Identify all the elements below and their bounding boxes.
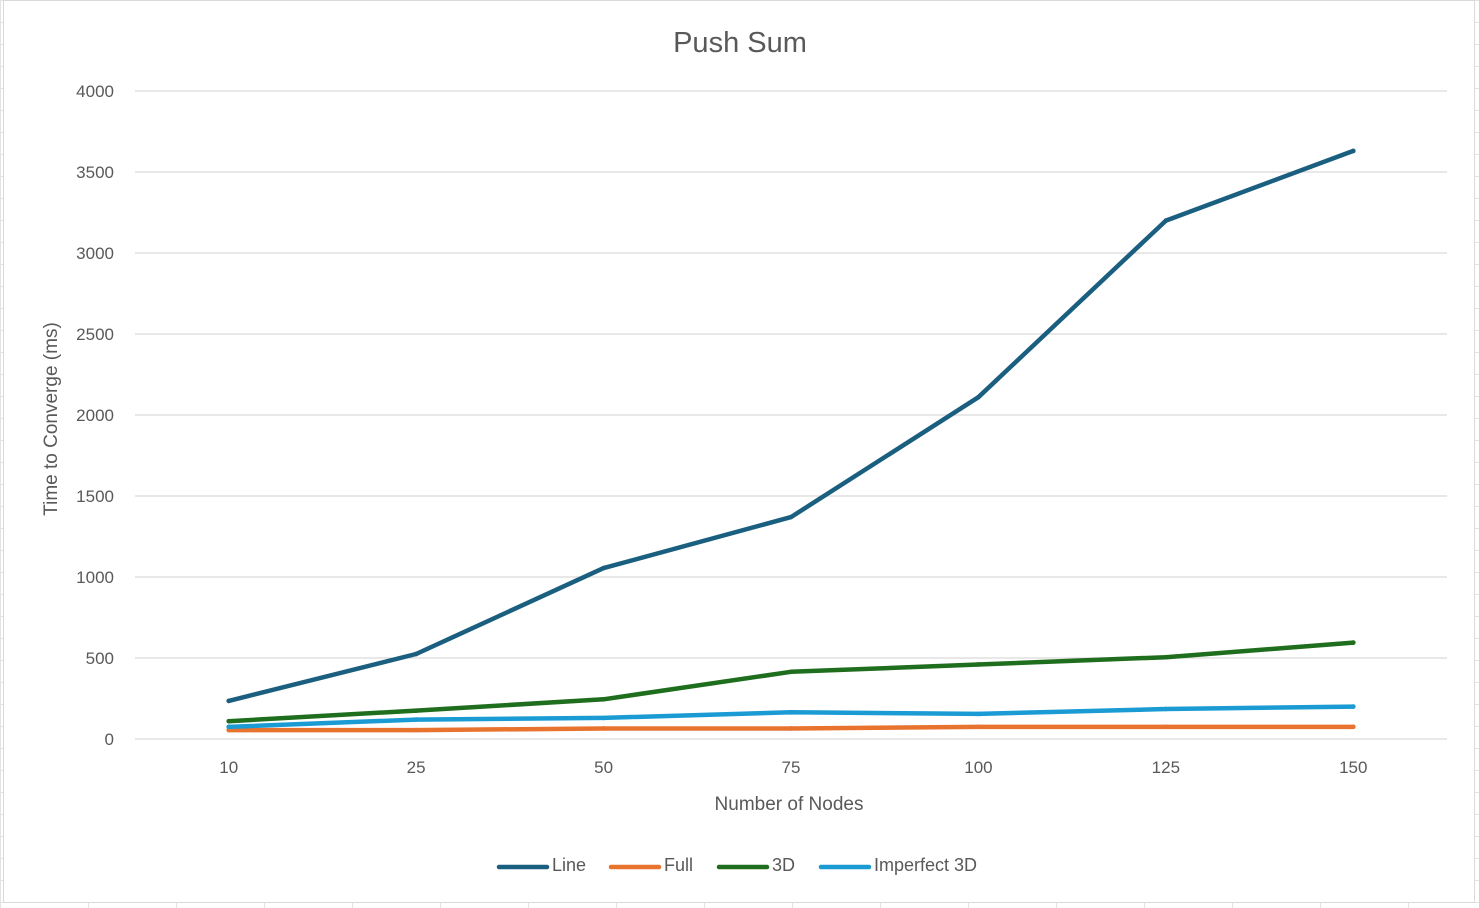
gridlines	[135, 90, 1447, 740]
data-point	[601, 715, 606, 721]
series-line	[226, 148, 1356, 704]
chart-title: Push Sum	[673, 27, 807, 59]
x-tick-label: 50	[594, 758, 613, 777]
data-point	[976, 394, 981, 400]
data-point	[788, 514, 794, 520]
series-3d[interactable]	[226, 640, 1356, 724]
data-point	[976, 724, 981, 730]
legend-entry[interactable]: Line	[496, 855, 586, 875]
y-tick-label: 1500	[76, 487, 114, 506]
series-imperfect-3d[interactable]	[226, 704, 1356, 730]
legend-label: Line	[552, 855, 586, 875]
data-point	[413, 717, 419, 722]
x-tick-label: 125	[1152, 758, 1180, 777]
data-point	[788, 669, 794, 675]
legend-entry[interactable]: 3D	[716, 855, 795, 875]
data-point	[601, 697, 606, 702]
data-point	[1350, 704, 1356, 709]
data-point	[601, 726, 606, 731]
data-point	[413, 651, 419, 657]
y-tick-label: 3000	[76, 244, 114, 263]
series-full[interactable]	[226, 724, 1356, 733]
series-line[interactable]	[226, 148, 1356, 704]
legend-entry[interactable]: Full	[608, 855, 693, 875]
x-axis-title: Number of Nodes	[715, 794, 864, 815]
data-point	[1163, 218, 1169, 223]
data-point	[1350, 640, 1356, 645]
y-tick-label: 2500	[76, 325, 114, 344]
data-point	[226, 718, 232, 724]
legend-label: 3D	[772, 855, 795, 875]
data-point	[601, 565, 606, 571]
data-point	[788, 726, 794, 731]
y-tick-label: 0	[105, 730, 114, 749]
x-tick-label: 75	[782, 758, 801, 777]
legend: Line Full 3D Imperfect 3D	[496, 855, 977, 875]
x-tick-label: 100	[964, 758, 992, 777]
data-point	[1163, 706, 1169, 712]
chart-area[interactable]	[3, 0, 1475, 903]
y-axis-title: Time to Converge (ms)	[41, 322, 62, 516]
legend-label: Full	[664, 855, 693, 875]
legend-entry[interactable]: Imperfect 3D	[818, 855, 977, 875]
x-tick-label: 10	[219, 758, 238, 777]
x-tick-label: 150	[1339, 758, 1367, 777]
data-point	[413, 708, 419, 713]
data-point	[226, 724, 232, 730]
y-tick-label: 2000	[76, 406, 114, 425]
data-point	[788, 709, 794, 715]
y-tick-label: 4000	[76, 82, 114, 101]
data-point	[413, 727, 419, 733]
data-point	[976, 662, 981, 667]
data-point	[1163, 724, 1169, 730]
y-tick-label: 1000	[76, 568, 114, 587]
data-point	[226, 698, 232, 704]
series-lines	[226, 148, 1356, 733]
data-point	[1350, 724, 1356, 730]
y-tick-label: 500	[86, 649, 114, 668]
data-point	[1350, 148, 1356, 154]
legend-label: Imperfect 3D	[874, 855, 977, 875]
data-point	[976, 711, 981, 717]
x-tick-label: 25	[407, 758, 426, 777]
y-axis-ticks: 0 500 1000 1500 2000 2500 3000 3500 4000	[76, 82, 114, 749]
y-tick-label: 3500	[76, 163, 114, 182]
x-axis-ticks: 10 25 50 75 100 125 150	[219, 758, 1367, 777]
data-point	[1163, 654, 1169, 660]
